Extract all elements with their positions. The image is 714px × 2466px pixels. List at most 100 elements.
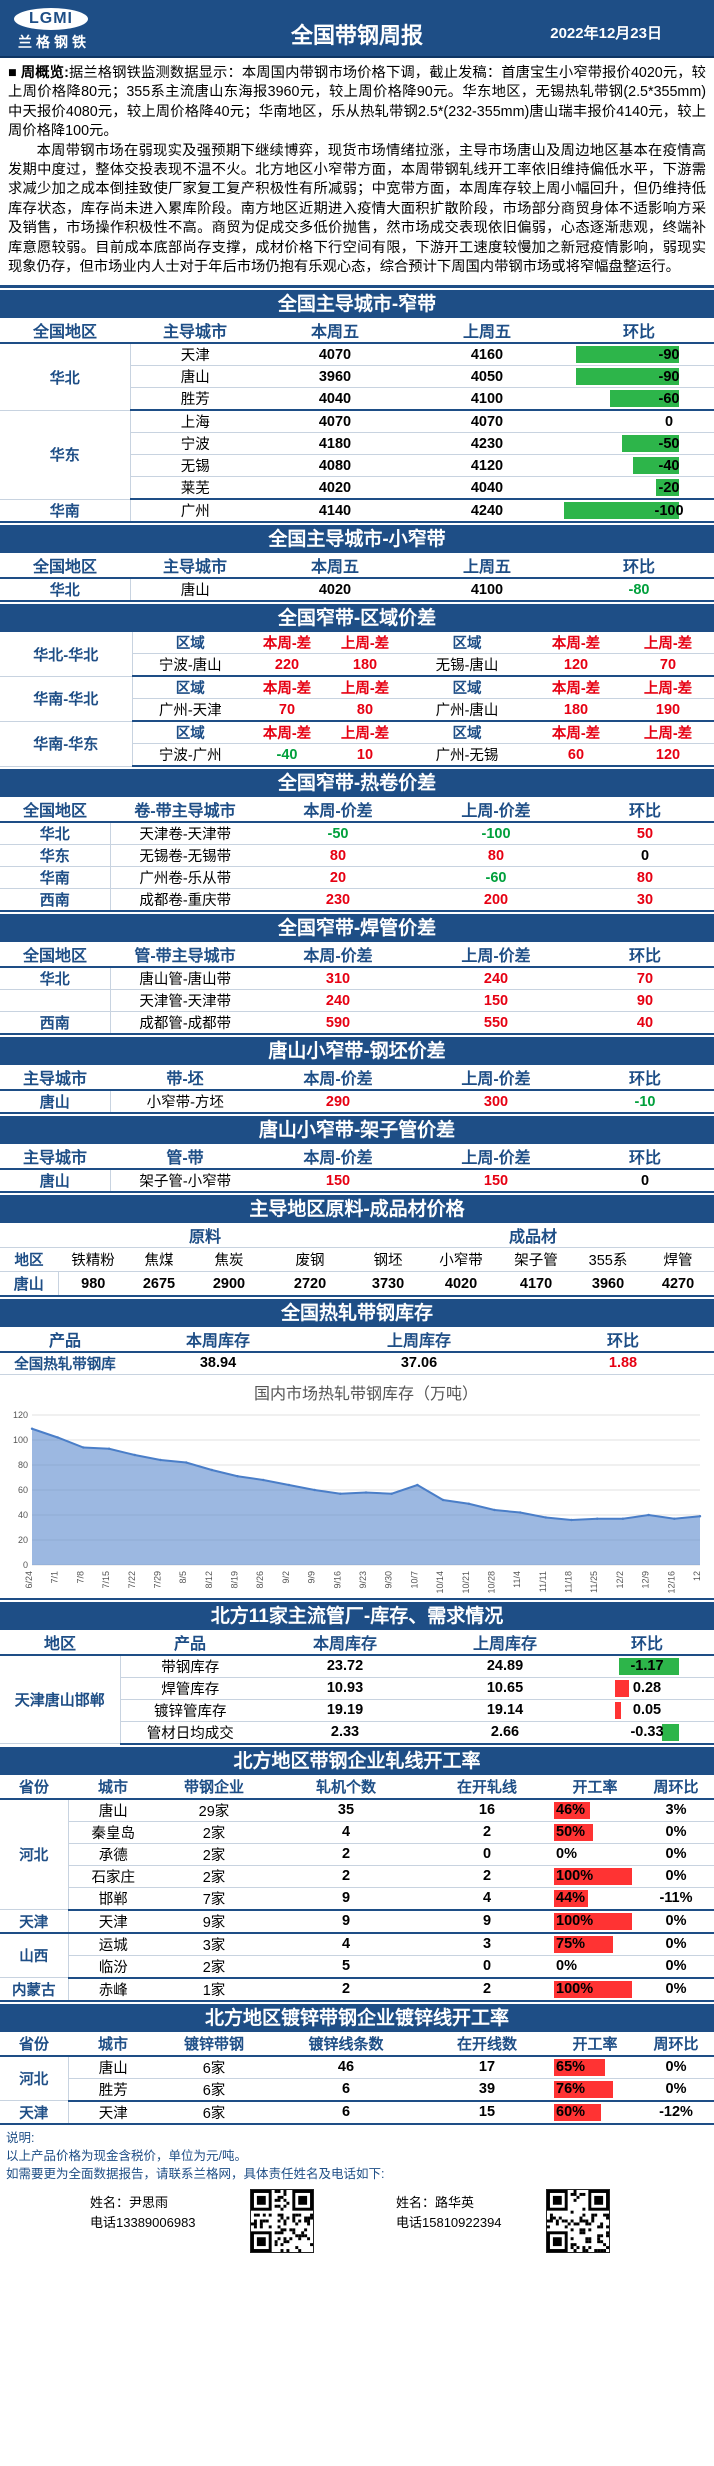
rate-col-header: 在开轧线 [422, 1774, 552, 1800]
contact-phone: 电话13389006983 [90, 2214, 196, 2230]
col-product: 产品 [120, 1629, 260, 1656]
change-cell: 0.28 [580, 1677, 714, 1700]
galv-rate-rows: 河北 唐山 6家 46 17 65% 0% 胜芳 6家 6 39 76% 0% 天津 天津 6家 6 15 60% -… [0, 2055, 714, 2125]
inventory-chart-svg: 国内市场热轧带钢库存（万吨） 0 20 40 60 80 100 120 6/24 7/1 7/8 7… [13, 1385, 702, 1594]
open-lines-cell: 9 [422, 1909, 552, 1934]
product-cell: 镀锌管库存 [120, 1699, 260, 1722]
qr-module [298, 2213, 302, 2217]
col-region: 全国地区 [0, 942, 110, 969]
qr-module [591, 2213, 595, 2217]
enterprise-count-cell: 2家 [158, 1843, 270, 1866]
data-point [133, 1453, 136, 1457]
qr-module [256, 2195, 266, 2205]
col-region: 全国地区 [0, 797, 110, 824]
qr-module [570, 2210, 574, 2214]
change-cell: -100 [564, 499, 714, 524]
open-lines-cell: 15 [422, 2100, 552, 2125]
y-tick-label: 20 [18, 1535, 28, 1545]
this-week-cell: 590 [260, 1011, 416, 1036]
change-cell: 50 [576, 822, 714, 846]
city-cell: 宁波 [130, 432, 260, 456]
product-cell: 焊管库存 [120, 1677, 260, 1700]
qr-module [600, 2234, 604, 2238]
qr-module [301, 2234, 305, 2238]
data-point [56, 1436, 59, 1439]
qr-module [606, 2246, 609, 2250]
qr-code-graphic [251, 2189, 313, 2252]
last-week-cell: 19.14 [430, 1699, 580, 1722]
rate-bar [554, 1801, 590, 1819]
change-cell: -90 [564, 365, 714, 389]
rate-cell: 65% [552, 2055, 638, 2079]
materials-col-header: 废钢 [268, 1247, 353, 1273]
this-week-cell: 4070 [260, 343, 410, 367]
pair-cell: 唐山管-唐山带 [110, 967, 260, 991]
qr-module [298, 2249, 302, 2252]
inventory-table: 产品 本周库存 上周库存 环比 全国热轧带钢库 38.94 37.06 1.88 [0, 1326, 714, 1375]
qr-module [579, 2216, 583, 2220]
this-week-cell: 4140 [260, 499, 410, 524]
change-cell: 0.05 [580, 1699, 714, 1722]
table-row: 承德 2家 2 0 0% 0% [0, 1843, 714, 1866]
pair-cell: 天津卷-天津带 [110, 822, 260, 846]
last-week-cell: 4050 [410, 365, 564, 389]
table-row: 胜芳 4040 4100 -60 [0, 387, 714, 412]
qr-code-graphic [547, 2189, 609, 2252]
materials-value-cell: 4270 [642, 1271, 714, 1297]
subheader-cell: 上周-差 [326, 632, 404, 655]
y-tick-label: 40 [18, 1510, 28, 1520]
data-point [647, 1513, 650, 1517]
last-week-cell: 550 [416, 1011, 576, 1036]
qr-module [552, 2195, 562, 2205]
col-pair: 卷-带主导城市 [110, 797, 260, 824]
region-cell: 华北 [0, 343, 131, 411]
qr-module [597, 2234, 601, 2238]
qr-module [594, 2249, 598, 2252]
change-cell: -60 [564, 387, 714, 412]
rate-col-header: 城市 [68, 2031, 158, 2057]
city-cell: 邯郸 [68, 1887, 158, 1911]
line-count-cell: 46 [270, 2055, 422, 2079]
qr-module [286, 2240, 290, 2244]
enterprise-count-cell: 9家 [158, 1909, 270, 1934]
col-change: 环比 [580, 1629, 714, 1656]
rate-value: 100% [556, 1913, 594, 1930]
this-week-cell: 10.93 [260, 1677, 430, 1700]
this-week-cell: 120 [530, 653, 622, 678]
qr-module [277, 2237, 281, 2241]
section-title-coil: 全国窄带-热卷价差 [0, 767, 714, 798]
qr-module [552, 2216, 556, 2220]
change-value: -40 [658, 457, 680, 474]
last-week-cell: 10.65 [430, 1677, 580, 1700]
x-tick-label: 11/11 [538, 1571, 548, 1592]
rate-col-header: 省份 [0, 2031, 68, 2057]
qr-module [292, 2219, 296, 2223]
x-tick-label: 8/12 [204, 1571, 214, 1589]
subheader-cell: 区域 [132, 632, 248, 655]
week-change-cell: 0% [638, 2078, 714, 2102]
galv-rate-table: 省份 城市 镀锌带钢 镀锌线条数 在开线数 开工率 周环比 河北 唐山 6家 46 17 65% 0% 胜… [0, 2031, 714, 2125]
data-point [441, 1498, 445, 1502]
qr-module [289, 2228, 293, 2232]
enterprise-count-cell: 6家 [158, 2055, 270, 2079]
rate-cell: 100% [552, 1865, 638, 1888]
this-week-cell: 80 [260, 844, 416, 868]
rate-col-header: 轧机个数 [270, 1774, 422, 1800]
regional-subheader-row: 华南-华北 区域 本周-差 上周-差 区域 本周-差 上周-差 [0, 676, 714, 722]
product-cell: 管材日均成交 [120, 1721, 260, 1745]
qr-module [579, 2228, 583, 2232]
enterprise-count-cell: 29家 [158, 1798, 270, 1822]
qr-module [274, 2231, 278, 2235]
pair-cell: 无锡-唐山 [404, 653, 530, 678]
qr-module [274, 2243, 278, 2247]
rate-value: 75% [556, 1936, 586, 1953]
qr-module [253, 2219, 257, 2223]
rate-cell: 50% [552, 1821, 638, 1844]
contact-card: 姓名：路华英 电话15810922394 [396, 2193, 502, 2233]
col-last-week: 上周五 [410, 318, 564, 345]
col-last-week-stock: 上周库存 [430, 1629, 580, 1656]
enterprise-count-cell: 2家 [158, 1955, 270, 1979]
qr-module [283, 2192, 287, 2196]
pair-cell: 架子管-小窄带 [110, 1169, 260, 1194]
province-cell: 天津 [0, 2100, 69, 2125]
